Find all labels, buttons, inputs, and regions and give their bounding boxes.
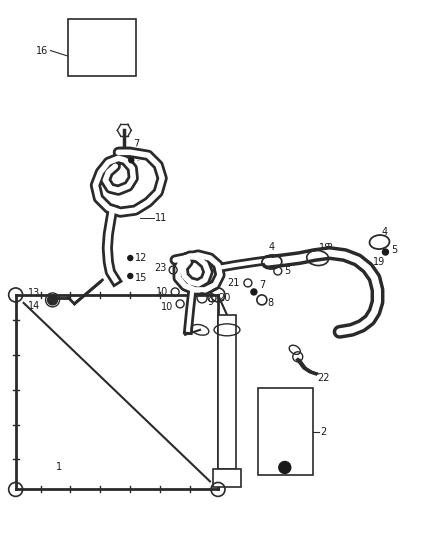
Text: 4: 4 (381, 227, 388, 237)
Text: 10: 10 (161, 302, 173, 312)
Text: 1: 1 (56, 463, 62, 472)
Text: 8: 8 (268, 298, 274, 308)
Circle shape (128, 273, 133, 278)
Text: 2: 2 (321, 426, 327, 437)
Bar (218, 315, 236, 470)
Text: 15: 15 (135, 273, 148, 283)
Text: 7: 7 (259, 280, 265, 290)
Circle shape (95, 50, 113, 68)
Text: 11: 11 (155, 213, 167, 223)
Circle shape (279, 462, 291, 473)
Text: 21: 21 (228, 278, 240, 288)
Circle shape (48, 295, 57, 305)
Text: 14: 14 (28, 301, 41, 311)
Bar (213, 470, 241, 487)
Circle shape (251, 289, 257, 295)
Text: 19: 19 (373, 257, 385, 267)
Bar (68, 19, 136, 77)
Text: 12: 12 (135, 253, 148, 263)
Text: 16: 16 (36, 45, 49, 55)
Text: 23: 23 (154, 263, 166, 273)
Circle shape (128, 255, 133, 261)
Text: 18: 18 (318, 243, 331, 253)
Text: 13: 13 (28, 288, 41, 298)
Text: 17: 17 (77, 28, 90, 38)
Text: 4: 4 (269, 242, 275, 252)
Text: 3: 3 (327, 243, 333, 253)
Bar (258, 387, 313, 475)
Text: 19: 19 (136, 154, 148, 163)
Text: 22: 22 (318, 373, 330, 383)
Circle shape (382, 249, 389, 255)
Text: 6: 6 (222, 331, 228, 341)
Text: 10: 10 (156, 287, 168, 297)
Text: ─ o: ─ o (99, 28, 111, 37)
Text: 9: 9 (207, 297, 213, 307)
Text: 5: 5 (392, 245, 398, 255)
Text: 5: 5 (284, 266, 290, 276)
Text: 7: 7 (133, 139, 140, 149)
Text: 20: 20 (218, 293, 230, 303)
Circle shape (129, 158, 134, 163)
